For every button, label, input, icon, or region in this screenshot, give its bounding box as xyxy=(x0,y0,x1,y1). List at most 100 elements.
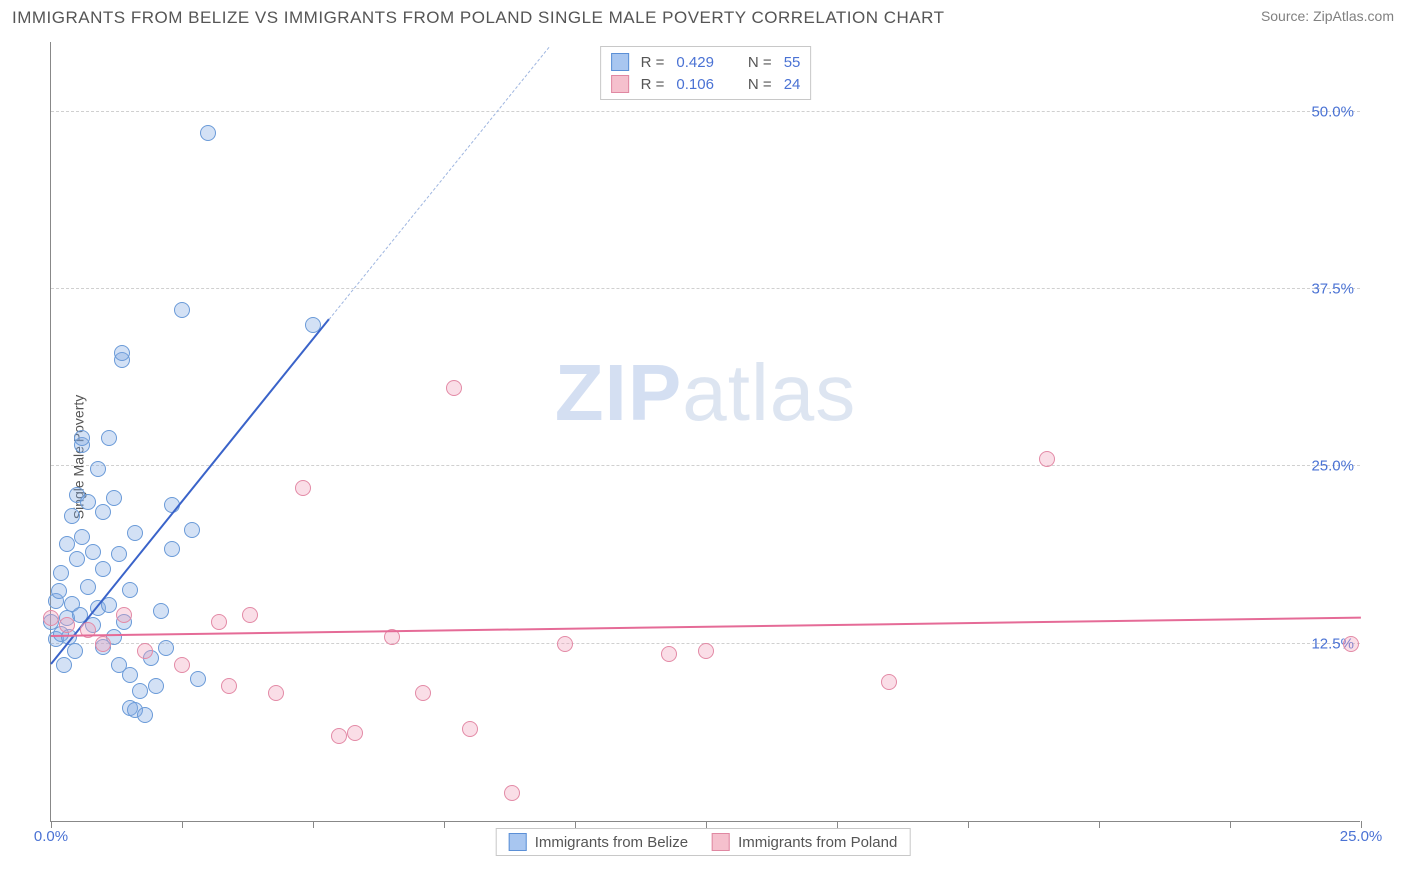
data-point xyxy=(295,480,311,496)
legend-series-item: Immigrants from Belize xyxy=(509,833,688,851)
legend-n-label: N = xyxy=(748,54,772,71)
watermark-atlas: atlas xyxy=(682,348,856,437)
legend-n-label: N = xyxy=(748,76,772,93)
data-point xyxy=(148,678,164,694)
data-point xyxy=(43,610,59,626)
data-point xyxy=(53,565,69,581)
source-label: Source: ZipAtlas.com xyxy=(1261,8,1394,24)
legend-series-label: Immigrants from Belize xyxy=(535,834,688,851)
data-point xyxy=(164,541,180,557)
data-point xyxy=(137,707,153,723)
data-point xyxy=(90,461,106,477)
data-point xyxy=(268,685,284,701)
data-point xyxy=(190,671,206,687)
legend-series-label: Immigrants from Poland xyxy=(738,834,897,851)
data-point xyxy=(101,430,117,446)
legend-series-item: Immigrants from Poland xyxy=(712,833,897,851)
data-point xyxy=(95,504,111,520)
x-tick xyxy=(706,821,707,828)
gridline-h xyxy=(51,288,1360,289)
legend-r-label: R = xyxy=(641,54,665,71)
data-point xyxy=(221,678,237,694)
data-point xyxy=(881,674,897,690)
data-point xyxy=(69,551,85,567)
x-tick xyxy=(837,821,838,828)
legend-row: R =0.106N =24 xyxy=(611,73,801,95)
data-point xyxy=(661,646,677,662)
data-point xyxy=(158,640,174,656)
chart-title: IMMIGRANTS FROM BELIZE VS IMMIGRANTS FRO… xyxy=(12,8,944,28)
data-point xyxy=(95,636,111,652)
trend-line xyxy=(50,319,329,665)
watermark-zip: ZIP xyxy=(555,348,682,437)
data-point xyxy=(80,494,96,510)
data-point xyxy=(698,643,714,659)
data-point xyxy=(1039,451,1055,467)
title-bar: IMMIGRANTS FROM BELIZE VS IMMIGRANTS FRO… xyxy=(0,0,1406,32)
data-point xyxy=(446,380,462,396)
x-tick-label: 0.0% xyxy=(34,828,68,845)
data-point xyxy=(211,614,227,630)
data-point xyxy=(51,583,67,599)
data-point xyxy=(132,683,148,699)
data-point xyxy=(200,125,216,141)
legend-swatch xyxy=(712,833,730,851)
data-point xyxy=(74,529,90,545)
legend-swatch xyxy=(611,75,629,93)
data-point xyxy=(59,617,75,633)
data-point xyxy=(85,544,101,560)
data-point xyxy=(111,546,127,562)
x-tick xyxy=(575,821,576,828)
scatter-plot: ZIPatlas R =0.429N =55R =0.106N =24 12.5… xyxy=(50,42,1360,822)
data-point xyxy=(331,728,347,744)
data-point xyxy=(242,607,258,623)
data-point xyxy=(504,785,520,801)
trend-line xyxy=(328,47,549,320)
legend-swatch xyxy=(611,53,629,71)
data-point xyxy=(462,721,478,737)
x-tick xyxy=(1230,821,1231,828)
gridline-h xyxy=(51,465,1360,466)
data-point xyxy=(557,636,573,652)
y-tick-label: 25.0% xyxy=(1311,458,1354,475)
data-point xyxy=(153,603,169,619)
data-point xyxy=(67,643,83,659)
y-tick-label: 50.0% xyxy=(1311,103,1354,120)
legend-r-value: 0.106 xyxy=(676,76,714,93)
data-point xyxy=(122,667,138,683)
gridline-h xyxy=(51,111,1360,112)
y-tick-label: 37.5% xyxy=(1311,281,1354,298)
legend-series: Immigrants from Belize Immigrants from Po… xyxy=(496,828,911,856)
data-point xyxy=(74,430,90,446)
legend-r-label: R = xyxy=(641,76,665,93)
legend-correlation: R =0.429N =55R =0.106N =24 xyxy=(600,46,812,100)
data-point xyxy=(116,607,132,623)
data-point xyxy=(122,582,138,598)
data-point xyxy=(174,302,190,318)
data-point xyxy=(127,525,143,541)
data-point xyxy=(106,490,122,506)
legend-r-value: 0.429 xyxy=(676,54,714,71)
data-point xyxy=(95,561,111,577)
legend-swatch xyxy=(509,833,527,851)
x-tick-label: 25.0% xyxy=(1340,828,1383,845)
data-point xyxy=(347,725,363,741)
x-tick xyxy=(182,821,183,828)
data-point xyxy=(114,345,130,361)
chart-wrap: Single Male Poverty ZIPatlas R =0.429N =… xyxy=(0,32,1406,882)
x-tick xyxy=(1099,821,1100,828)
watermark: ZIPatlas xyxy=(555,347,856,439)
x-tick xyxy=(968,821,969,828)
legend-row: R = 0.429 N = 55 xyxy=(611,51,801,73)
legend-n-value: 55 xyxy=(784,54,801,71)
data-point xyxy=(174,657,190,673)
x-tick xyxy=(51,821,52,828)
data-point xyxy=(415,685,431,701)
data-point xyxy=(56,657,72,673)
data-point xyxy=(64,508,80,524)
x-tick xyxy=(1361,821,1362,828)
data-point xyxy=(59,536,75,552)
data-point xyxy=(184,522,200,538)
x-tick xyxy=(444,821,445,828)
data-point xyxy=(1343,636,1359,652)
